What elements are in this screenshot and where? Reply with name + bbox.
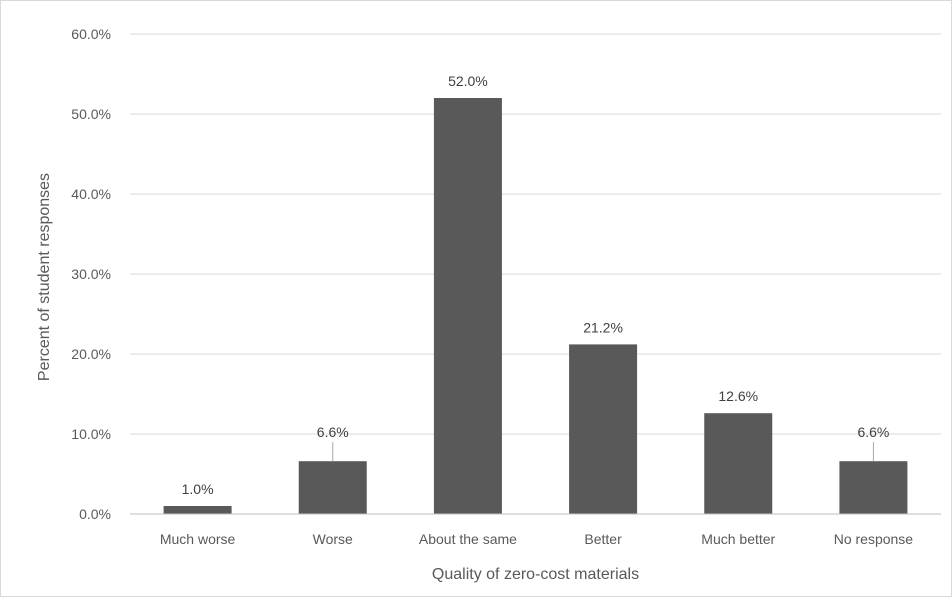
y-axis-tick-labels: 0.0% 10.0% 20.0% 30.0% 40.0% 50.0% 60.0%	[71, 26, 111, 522]
y-tick-label: 20.0%	[71, 346, 111, 362]
y-tick-label: 60.0%	[71, 26, 111, 42]
x-axis-category-labels: Much worse Worse About the same Better Much …	[160, 531, 913, 547]
x-tick-label: Worse	[313, 531, 353, 547]
bars	[163, 98, 908, 514]
y-tick-label: 50.0%	[71, 106, 111, 122]
data-label-leader-lines	[332, 442, 874, 462]
y-tick-label: 0.0%	[79, 506, 111, 522]
data-label: 12.6%	[718, 388, 758, 404]
y-axis-title: Percent of student responses	[36, 173, 53, 381]
x-tick-label: About the same	[419, 531, 517, 547]
x-tick-label: No response	[834, 531, 914, 547]
x-axis-title: Quality of zero-cost materials	[432, 566, 639, 583]
data-label: 21.2%	[583, 319, 623, 335]
data-label: 6.6%	[317, 424, 349, 440]
bar	[163, 506, 232, 514]
gridlines	[130, 33, 941, 435]
y-tick-label: 40.0%	[71, 186, 111, 202]
data-label: 1.0%	[182, 481, 214, 497]
bar	[569, 344, 638, 514]
data-labels: 1.0% 6.6% 52.0% 21.2% 12.6% 6.6%	[182, 73, 890, 497]
bar	[433, 98, 502, 514]
y-tick-label: 30.0%	[71, 266, 111, 282]
data-label: 6.6%	[857, 424, 889, 440]
x-tick-label: Better	[584, 531, 622, 547]
x-tick-label: Much better	[701, 531, 775, 547]
y-tick-label: 10.0%	[71, 426, 111, 442]
x-tick-label: Much worse	[160, 531, 236, 547]
data-label: 52.0%	[448, 73, 488, 89]
bar	[839, 461, 908, 514]
bar	[298, 461, 367, 514]
bar	[704, 413, 773, 514]
